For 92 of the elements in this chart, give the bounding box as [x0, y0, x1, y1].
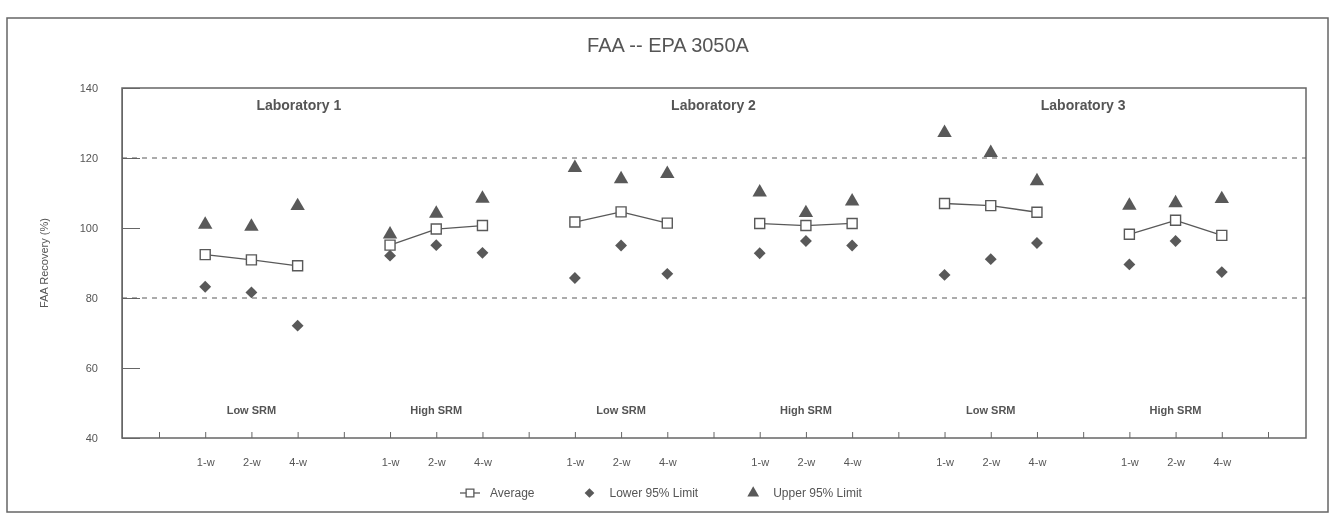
point: [985, 199, 997, 212]
point: [384, 249, 396, 262]
x-tick-label: 1-w: [381, 455, 400, 468]
point: [846, 217, 858, 230]
legend-label: Average: [490, 486, 535, 500]
annotation: Low SRM: [966, 404, 1016, 416]
point: [984, 253, 997, 266]
point: [846, 239, 859, 252]
point: [1169, 214, 1182, 226]
x-tick-label: 4-w: [289, 455, 308, 468]
x-tick-label: 4-w: [658, 455, 677, 468]
x-tick-label: 2-w: [797, 455, 816, 468]
y-axis-title: FAA Recovery (%): [38, 218, 50, 308]
point: [384, 239, 396, 251]
point: [198, 216, 213, 229]
point: [615, 206, 627, 218]
point: [754, 217, 766, 230]
annotation: Low SRM: [596, 404, 646, 416]
point: [476, 219, 489, 232]
point: [199, 280, 212, 293]
annotation: Low SRM: [226, 404, 277, 416]
point: [476, 246, 489, 259]
y-tick-label: 100: [79, 222, 98, 235]
point: [661, 217, 673, 229]
annotation: Laboratory 2: [671, 97, 757, 113]
x-tick-label: 2-w: [243, 455, 261, 468]
point: [429, 205, 444, 218]
x-tick-label: 2-w: [612, 455, 631, 468]
legend-label: Lower 95% Limit: [609, 486, 699, 500]
y-tick-label: 140: [79, 82, 98, 95]
y-tick-label: 120: [79, 152, 98, 165]
legend-label: Upper 95% Limit: [773, 486, 863, 500]
point: [615, 239, 628, 252]
point: [382, 225, 398, 239]
point: [567, 159, 583, 172]
point: [844, 193, 860, 206]
point: [660, 165, 675, 178]
point: [1031, 237, 1043, 249]
annotation: Laboratory 1: [256, 97, 342, 113]
point: [245, 286, 258, 299]
chart-title: FAA -- EPA 3050A: [587, 34, 750, 56]
annotation: High SRM: [779, 404, 832, 416]
y-tick-label: 60: [85, 362, 98, 375]
point: [661, 267, 674, 280]
annotation: Laboratory 3: [1040, 97, 1126, 113]
x-tick-label: 2-w: [1167, 455, 1185, 468]
point: [291, 260, 304, 272]
point: [799, 235, 812, 247]
point: [568, 272, 581, 284]
y-tick-label: 40: [85, 432, 98, 445]
point: [1029, 172, 1045, 186]
x-tick-label: 2-w: [427, 455, 446, 468]
y-tick-label: 80: [85, 292, 98, 305]
point: [613, 170, 629, 184]
point: [475, 190, 490, 203]
point: [1169, 235, 1182, 247]
point: [290, 197, 305, 211]
point: [291, 319, 304, 332]
x-tick-label: 1-w: [566, 455, 585, 468]
point: [569, 216, 581, 228]
point: [430, 223, 442, 235]
point: [1122, 197, 1137, 210]
x-tick-label: 1-w: [1121, 455, 1139, 468]
point: [244, 218, 259, 231]
point: [938, 268, 951, 281]
point: [938, 197, 951, 210]
point: [1214, 190, 1229, 204]
annotation: High SRM: [1149, 404, 1202, 416]
point: [983, 144, 998, 157]
point: [1215, 266, 1228, 279]
x-tick-label: 4-w: [474, 455, 492, 468]
point: [1168, 194, 1183, 208]
point: [199, 248, 211, 261]
point: [1123, 228, 1136, 240]
x-tick-label: 4-w: [843, 455, 862, 468]
x-tick-label: 1-w: [751, 455, 770, 468]
point: [798, 204, 814, 218]
point: [430, 239, 443, 252]
x-tick-label: 4-w: [1028, 455, 1047, 468]
point: [800, 219, 812, 232]
point: [1216, 229, 1228, 242]
point: [753, 247, 766, 260]
point: [752, 183, 767, 197]
x-tick-label: 2-w: [982, 455, 1001, 468]
point: [937, 124, 952, 137]
annotation: High SRM: [410, 404, 463, 416]
x-tick-label: 1-w: [936, 455, 954, 468]
x-tick-label: 1-w: [196, 455, 215, 468]
point: [245, 254, 258, 266]
x-tick-label: 4-w: [1213, 455, 1232, 468]
point: [1031, 206, 1043, 218]
point: [1123, 258, 1136, 271]
